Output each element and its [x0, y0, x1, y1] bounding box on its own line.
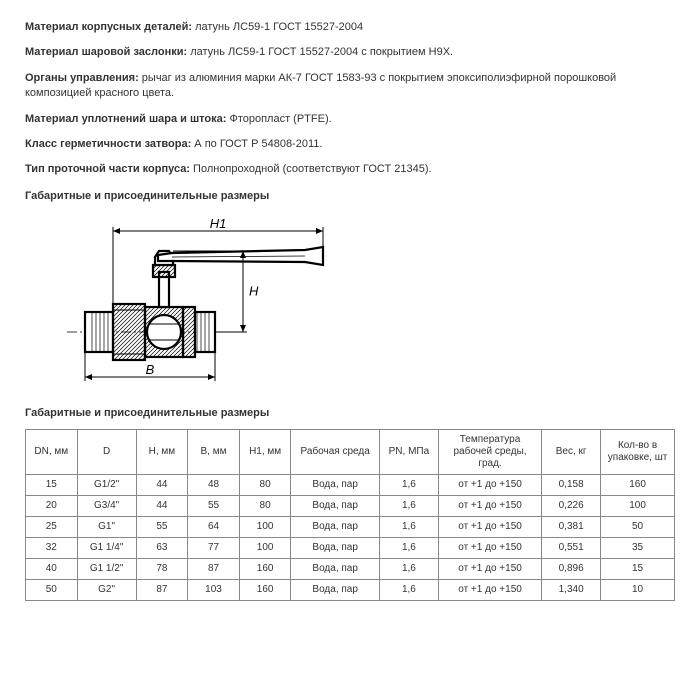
table-header-cell: H, мм [136, 429, 188, 474]
valve-diagram: H1 H B [65, 217, 675, 392]
table-cell: 100 [601, 495, 675, 516]
table-cell: 0,381 [542, 516, 601, 537]
table-cell: от +1 до +150 [438, 537, 541, 558]
table-cell: 15 [601, 558, 675, 579]
table-cell: 87 [188, 558, 240, 579]
table-cell: 160 [601, 474, 675, 495]
table-row: 32G1 1/4"6377100Вода, пар1,6от +1 до +15… [26, 537, 675, 558]
table-cell: от +1 до +150 [438, 495, 541, 516]
spec-line: Тип проточной части корпуса: Полнопроход… [25, 162, 675, 177]
table-cell: Вода, пар [291, 516, 380, 537]
dimensions-table: DN, ммDH, ммB, ммH1, ммРабочая средаPN, … [25, 429, 675, 601]
table-cell: 1,6 [379, 516, 438, 537]
spec-line: Класс герметичности затвора: А по ГОСТ Р… [25, 137, 675, 152]
table-header-row: DN, ммDH, ммB, ммH1, ммРабочая средаPN, … [26, 429, 675, 474]
spec-label: Материал уплотнений шара и штока: [25, 113, 226, 125]
table-cell: 40 [26, 558, 78, 579]
table-row: 15G1/2"444880Вода, пар1,6от +1 до +1500,… [26, 474, 675, 495]
table-cell: 1,6 [379, 558, 438, 579]
table-row: 25G1"5564100Вода, пар1,6от +1 до +1500,3… [26, 516, 675, 537]
spec-line: Материал шаровой заслонки: латунь ЛС59-1… [25, 45, 675, 60]
spec-label: Класс герметичности затвора: [25, 138, 191, 150]
svg-text:H: H [249, 283, 259, 298]
spec-label: Материал шаровой заслонки: [25, 46, 187, 58]
table-cell: 80 [239, 495, 291, 516]
table-cell: 64 [188, 516, 240, 537]
table-header-cell: Вес, кг [542, 429, 601, 474]
spec-label: Материал корпусных деталей: [25, 21, 192, 33]
table-cell: 100 [239, 516, 291, 537]
table-cell: 1,6 [379, 537, 438, 558]
table-cell: 63 [136, 537, 188, 558]
table-cell: 25 [26, 516, 78, 537]
section-title-2: Габаритные и присоединительные размеры [25, 407, 675, 419]
table-row: 20G3/4"445580Вода, пар1,6от +1 до +1500,… [26, 495, 675, 516]
spec-label: Органы управления: [25, 72, 139, 84]
table-cell: G2" [77, 579, 136, 600]
table-cell: 55 [136, 516, 188, 537]
table-cell: Вода, пар [291, 474, 380, 495]
table-cell: 160 [239, 558, 291, 579]
table-cell: G1" [77, 516, 136, 537]
svg-text:H1: H1 [210, 217, 227, 231]
table-header-cell: D [77, 429, 136, 474]
table-cell: 0,896 [542, 558, 601, 579]
table-cell: Вода, пар [291, 579, 380, 600]
table-cell: 15 [26, 474, 78, 495]
table-cell: от +1 до +150 [438, 579, 541, 600]
table-header-cell: Рабочая среда [291, 429, 380, 474]
spec-line: Материал уплотнений шара и штока: Фтороп… [25, 112, 675, 127]
table-cell: 44 [136, 474, 188, 495]
table-row: 40G1 1/2"7887160Вода, пар1,6от +1 до +15… [26, 558, 675, 579]
table-cell: 87 [136, 579, 188, 600]
spec-line: Органы управления: рычаг из алюминия мар… [25, 71, 675, 102]
table-cell: 103 [188, 579, 240, 600]
table-cell: от +1 до +150 [438, 474, 541, 495]
table-header-cell: PN, МПа [379, 429, 438, 474]
table-cell: 160 [239, 579, 291, 600]
table-header-cell: Кол-во в упаковке, шт [601, 429, 675, 474]
spec-line: Материал корпусных деталей: латунь ЛС59-… [25, 20, 675, 35]
table-header-cell: H1, мм [239, 429, 291, 474]
table-cell: G1/2" [77, 474, 136, 495]
table-header-cell: DN, мм [26, 429, 78, 474]
table-cell: Вода, пар [291, 537, 380, 558]
table-cell: 1,6 [379, 495, 438, 516]
table-cell: G1 1/4" [77, 537, 136, 558]
table-cell: 0,226 [542, 495, 601, 516]
spec-block: Материал корпусных деталей: латунь ЛС59-… [25, 20, 675, 178]
table-cell: 0,158 [542, 474, 601, 495]
table-cell: от +1 до +150 [438, 516, 541, 537]
table-cell: 1,6 [379, 579, 438, 600]
table-cell: 1,6 [379, 474, 438, 495]
table-cell: 78 [136, 558, 188, 579]
section-title-1: Габаритные и присоединительные размеры [25, 190, 675, 202]
table-cell: 55 [188, 495, 240, 516]
table-cell: 80 [239, 474, 291, 495]
svg-text:B: B [146, 362, 155, 377]
spec-label: Тип проточной части корпуса: [25, 163, 190, 175]
table-cell: 50 [601, 516, 675, 537]
table-cell: G1 1/2" [77, 558, 136, 579]
table-cell: 35 [601, 537, 675, 558]
table-cell: от +1 до +150 [438, 558, 541, 579]
table-cell: 48 [188, 474, 240, 495]
table-cell: 0,551 [542, 537, 601, 558]
table-cell: 50 [26, 579, 78, 600]
table-cell: 32 [26, 537, 78, 558]
table-row: 50G2"87103160Вода, пар1,6от +1 до +1501,… [26, 579, 675, 600]
table-header-cell: B, мм [188, 429, 240, 474]
table-cell: 100 [239, 537, 291, 558]
table-cell: Вода, пар [291, 495, 380, 516]
table-cell: 1,340 [542, 579, 601, 600]
table-cell: 77 [188, 537, 240, 558]
table-cell: 10 [601, 579, 675, 600]
table-header-cell: Температура рабочей среды, град. [438, 429, 541, 474]
table-cell: Вода, пар [291, 558, 380, 579]
table-cell: 20 [26, 495, 78, 516]
table-cell: G3/4" [77, 495, 136, 516]
table-cell: 44 [136, 495, 188, 516]
